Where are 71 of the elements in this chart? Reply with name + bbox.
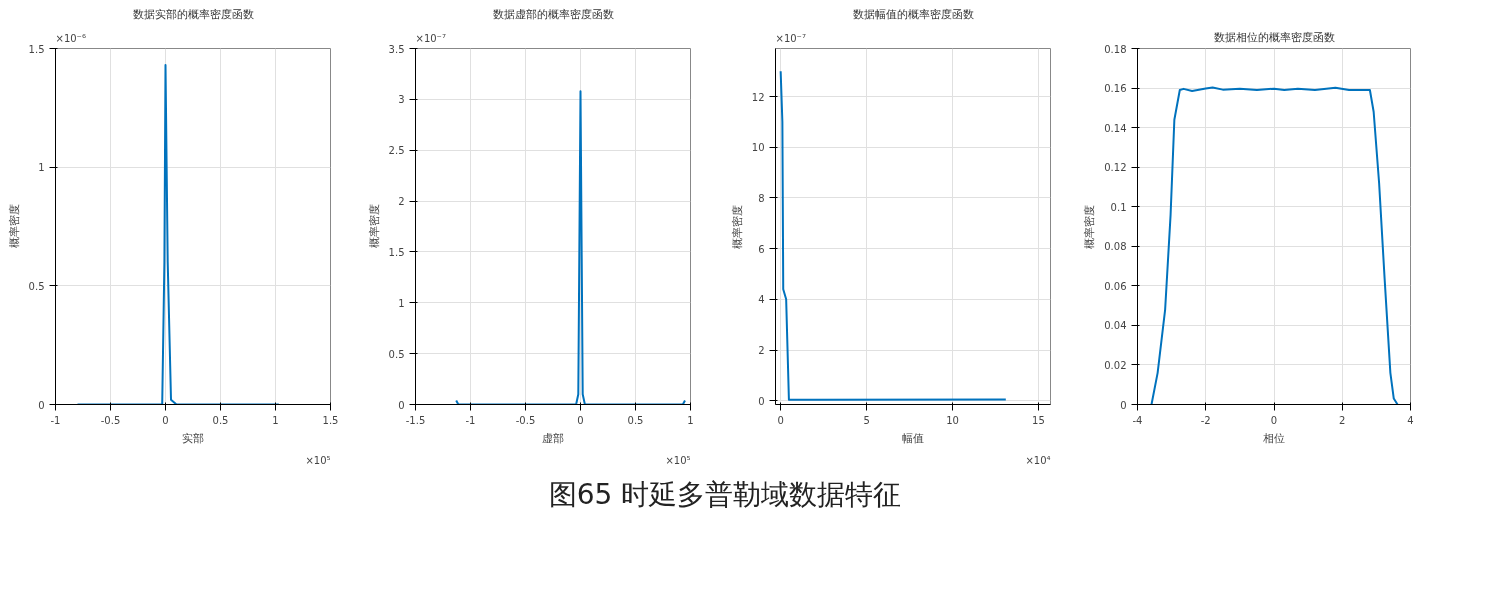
x-tick-label: 1 (272, 414, 279, 426)
y-tick-label: 2.5 (388, 145, 405, 157)
x-tick-label: -0.5 (100, 414, 121, 426)
x-tick-label: 10 (946, 414, 959, 426)
x-tick-label: 2 (1339, 414, 1346, 426)
x-axis-title: 幅值 (902, 431, 924, 445)
x-tick-label: 1 (687, 414, 694, 426)
x-tick-label: 0 (577, 414, 584, 426)
y-axis-title: 概率密度 (730, 204, 744, 249)
y-tick-label: 2 (758, 345, 765, 357)
y-axis-title: 概率密度 (1083, 204, 1097, 249)
y-tick-label: 0 (38, 399, 45, 411)
x-axis-title: 相位 (1263, 431, 1285, 445)
line-series (1150, 86, 1399, 405)
x-axis-title: 虚部 (542, 431, 564, 445)
y-tick-label: 8 (758, 192, 765, 204)
chart-title: 数据幅值的概率密度函数 (852, 7, 974, 21)
x-tick-label: 0 (777, 414, 784, 426)
y-tick-label: 0 (1120, 399, 1127, 411)
y-tick-label: 0.16 (1104, 83, 1127, 95)
y-tick-label: 0.18 (1104, 43, 1127, 55)
text: ×10⁻⁷ (775, 32, 806, 44)
x-tick-label: -2 (1200, 414, 1211, 426)
text: ×10⁵ (305, 454, 331, 466)
chart-title: 数据相位的概率密度函数 (1213, 30, 1335, 44)
text: ×10⁻⁶ (55, 32, 86, 44)
y-tick-label: 0.08 (1104, 241, 1127, 253)
caption: 图65 时延多普勒域数据特征 (548, 477, 902, 513)
y-tick-label: 0.06 (1104, 280, 1127, 292)
chart-title: 数据虚部的概率密度函数 (492, 7, 614, 21)
y-tick-label: 6 (758, 243, 765, 255)
x-tick-label: -1 (465, 414, 476, 426)
y-tick-label: 0.5 (28, 280, 45, 292)
y-tick-label: 3 (398, 94, 405, 106)
y-tick-label: 0.1 (1110, 201, 1127, 213)
y-tick-label: 1.5 (28, 43, 45, 55)
y-tick-label: 0.5 (388, 348, 405, 360)
y-tick-label: 10 (751, 142, 765, 154)
y-tick-label: 1.5 (388, 246, 405, 258)
x-tick-label: 5 (863, 414, 870, 426)
x-tick-label: -1.5 (405, 414, 426, 426)
y-axis-title: 概率密度 (7, 204, 21, 249)
y-tick-label: 1 (398, 297, 405, 309)
x-tick-label: 4 (1407, 414, 1414, 426)
x-tick-label: 15 (1032, 414, 1045, 426)
line-series (779, 70, 1007, 401)
y-tick-label: 0 (398, 399, 405, 411)
y-tick-label: 3.5 (388, 43, 405, 55)
y-tick-label: 0 (758, 395, 765, 407)
x-axis-title: 实部 (182, 431, 204, 445)
y-tick-label: 4 (758, 294, 765, 306)
x-tick-label: 0.5 (627, 414, 644, 426)
x-tick-label: 0 (1270, 414, 1278, 426)
text: ×10⁻⁷ (415, 32, 446, 44)
chart-title: 数据实部的概率密度函数 (132, 7, 254, 21)
x-tick-label: -4 (1132, 414, 1143, 426)
y-tick-label: 0.02 (1104, 359, 1127, 371)
y-tick-label: 2 (398, 196, 405, 208)
x-tick-label: -1 (50, 414, 61, 426)
y-axis-title: 概率密度 (367, 204, 381, 249)
x-tick-label: 1.5 (322, 414, 339, 426)
y-tick-label: 12 (751, 91, 765, 103)
y-tick-label: 0.14 (1104, 122, 1127, 134)
text: ×10⁵ (665, 454, 691, 466)
y-tick-label: 0.04 (1104, 320, 1127, 332)
x-tick-label: 0.5 (212, 414, 229, 426)
y-tick-label: 0.12 (1104, 162, 1127, 174)
x-tick-label: 0 (162, 414, 169, 426)
y-tick-label: 1 (38, 162, 45, 174)
text: ×10⁴ (1025, 454, 1051, 466)
x-tick-label: -0.5 (515, 414, 536, 426)
